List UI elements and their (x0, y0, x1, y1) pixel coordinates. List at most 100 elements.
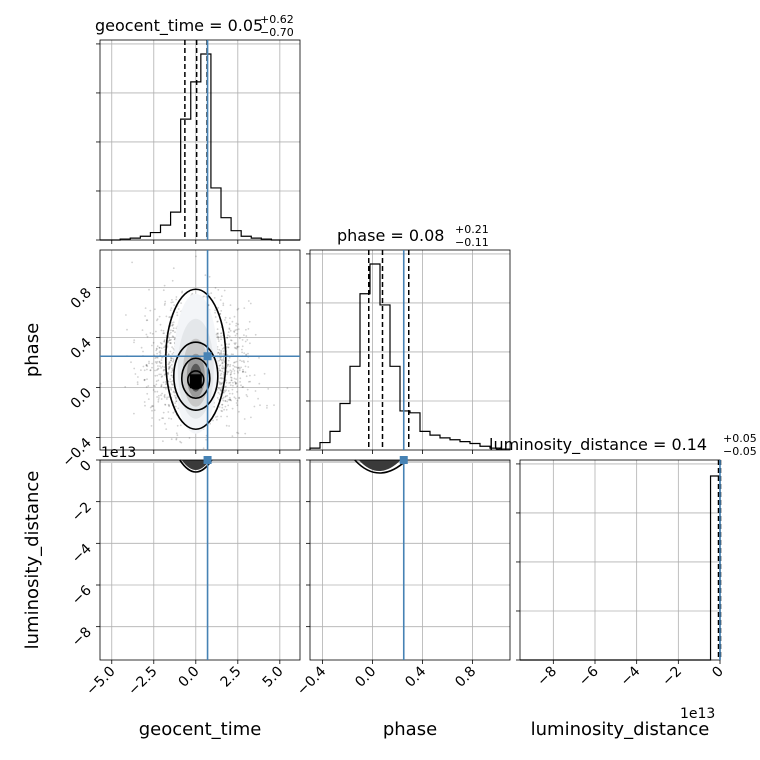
sample-point (221, 367, 223, 370)
sample-point (242, 370, 244, 373)
truth-marker (399, 456, 408, 464)
sample-point (144, 315, 147, 317)
sample-point (167, 367, 170, 370)
sample-point (226, 353, 229, 356)
sample-point (160, 362, 163, 364)
sample-point (171, 329, 174, 332)
sample-point (172, 327, 175, 330)
sample-point (249, 342, 251, 345)
sample-point (150, 425, 153, 427)
sample-point (238, 397, 241, 400)
sample-point (233, 330, 236, 333)
sample-point (216, 332, 218, 335)
sample-point (157, 379, 160, 382)
sample-point (149, 309, 152, 312)
sample-point (145, 364, 148, 367)
sample-point (286, 387, 289, 390)
sample-point (222, 304, 225, 307)
sample-point (165, 315, 168, 318)
sample-point (218, 359, 221, 362)
sample-point (173, 390, 175, 393)
sample-point (226, 373, 228, 376)
y-tick-label: 0.4 (68, 335, 95, 362)
sample-point (151, 344, 153, 347)
sample-point (163, 395, 166, 398)
sample-point (158, 361, 161, 364)
sample-point (224, 390, 227, 393)
sample-point (241, 360, 243, 363)
sample-point (170, 338, 172, 341)
sample-point (234, 382, 237, 385)
y-tick-label: 0.0 (68, 385, 95, 412)
sample-point (214, 316, 217, 318)
sample-point (229, 365, 231, 368)
sample-point (157, 365, 159, 367)
sample-point (223, 408, 226, 411)
sample-point (146, 378, 148, 380)
x-tick-label: −2 (659, 664, 685, 690)
sample-point (239, 381, 242, 383)
sample-point (160, 398, 163, 400)
sample-point (232, 381, 234, 384)
title-geocent-time-minus: −0.70 (260, 26, 294, 39)
sample-point (160, 394, 162, 397)
sample-point (219, 389, 222, 392)
sample-point (236, 332, 238, 335)
sample-point (167, 353, 170, 356)
sample-point (171, 369, 174, 372)
sample-point (220, 332, 223, 335)
sample-point (130, 361, 132, 364)
sample-point (226, 394, 229, 397)
sample-point (163, 284, 166, 287)
sample-point (160, 385, 163, 388)
sample-point (163, 304, 166, 306)
sample-point (220, 335, 222, 338)
sample-point (151, 417, 154, 419)
sample-point (169, 361, 171, 364)
sample-point (168, 405, 171, 408)
density-peak (189, 374, 202, 389)
sample-point (219, 383, 222, 386)
sample-point (220, 372, 223, 375)
sample-point (238, 366, 241, 369)
sample-point (220, 409, 223, 412)
sample-point (161, 417, 164, 419)
x-tick-label: 0.8 (452, 664, 479, 691)
sample-point (218, 351, 220, 354)
sample-point (145, 386, 148, 388)
sample-point (222, 377, 225, 379)
sample-point (172, 267, 175, 270)
sample-point (158, 373, 161, 376)
sample-point (243, 307, 246, 309)
joint-geocent-time-phase-panel: −0.40.00.40.8 (59, 249, 301, 470)
sample-point (232, 364, 235, 367)
sample-point (169, 339, 171, 342)
sample-point (145, 319, 148, 322)
sample-point (151, 332, 154, 335)
x-tick-label: −6 (576, 663, 602, 689)
sample-point (146, 368, 148, 371)
sample-point (158, 419, 161, 421)
title-phase-plus: +0.21 (455, 223, 489, 236)
sample-point (227, 370, 230, 373)
sample-point (214, 309, 217, 312)
sample-point (219, 374, 222, 377)
sample-point (241, 351, 244, 354)
sample-point (233, 396, 236, 399)
x-tick-label: 0.4 (402, 663, 429, 690)
sample-point (176, 434, 179, 437)
sample-point (180, 441, 183, 444)
sample-point (175, 438, 178, 441)
sample-point (237, 366, 240, 369)
sample-point (163, 346, 165, 349)
sample-point (167, 363, 170, 366)
sample-point (235, 360, 238, 363)
sample-point (133, 367, 136, 370)
sample-point (142, 365, 145, 368)
sample-point (243, 334, 245, 336)
sample-point (234, 334, 237, 337)
y-gridlines (520, 463, 720, 612)
sample-point (233, 372, 236, 375)
sample-point (171, 324, 174, 326)
histogram-steps (309, 263, 511, 450)
